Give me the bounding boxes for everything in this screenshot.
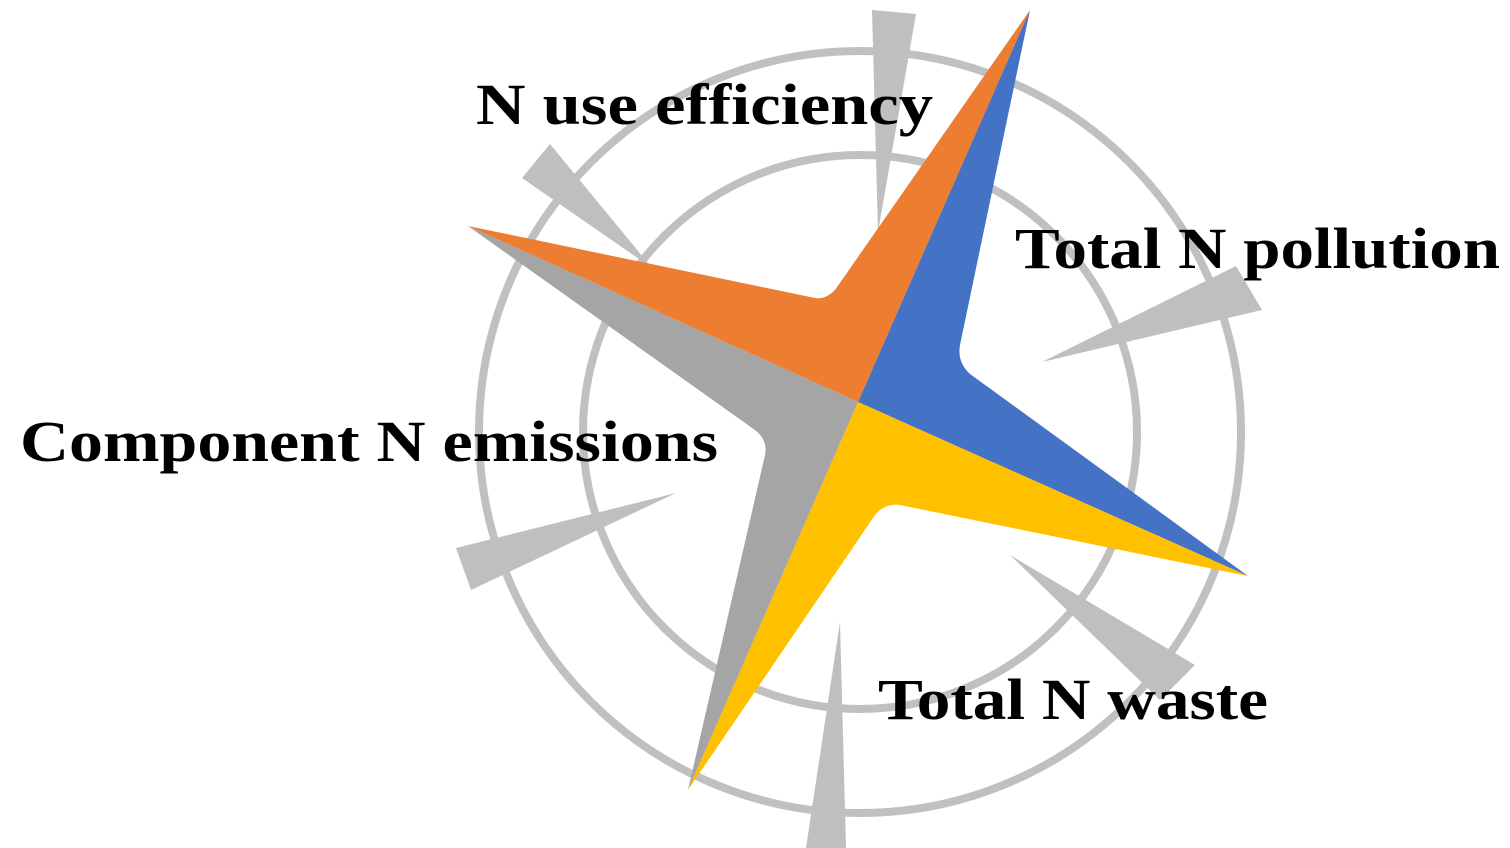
needle	[522, 144, 652, 268]
needle	[456, 493, 676, 590]
compass-rings	[475, 47, 1245, 817]
needle	[1042, 266, 1262, 362]
compass-star	[468, 10, 1248, 790]
label: Component N emissions	[20, 409, 718, 474]
needle	[806, 622, 846, 848]
star-blue	[858, 10, 1248, 576]
label: Total N waste	[878, 667, 1268, 732]
needle	[1010, 555, 1195, 700]
outer-ring	[475, 47, 1245, 817]
minor-needles	[456, 10, 1262, 848]
needle	[872, 10, 916, 232]
labels: N use efficiency Total N pollution Compo…	[20, 72, 1500, 732]
star-yellow	[688, 402, 1248, 790]
star-orange	[468, 10, 1030, 402]
star-gray	[468, 226, 858, 790]
label: Total N pollution	[1015, 216, 1500, 281]
label: N use efficiency	[476, 72, 933, 137]
inner-ring	[579, 151, 1141, 713]
